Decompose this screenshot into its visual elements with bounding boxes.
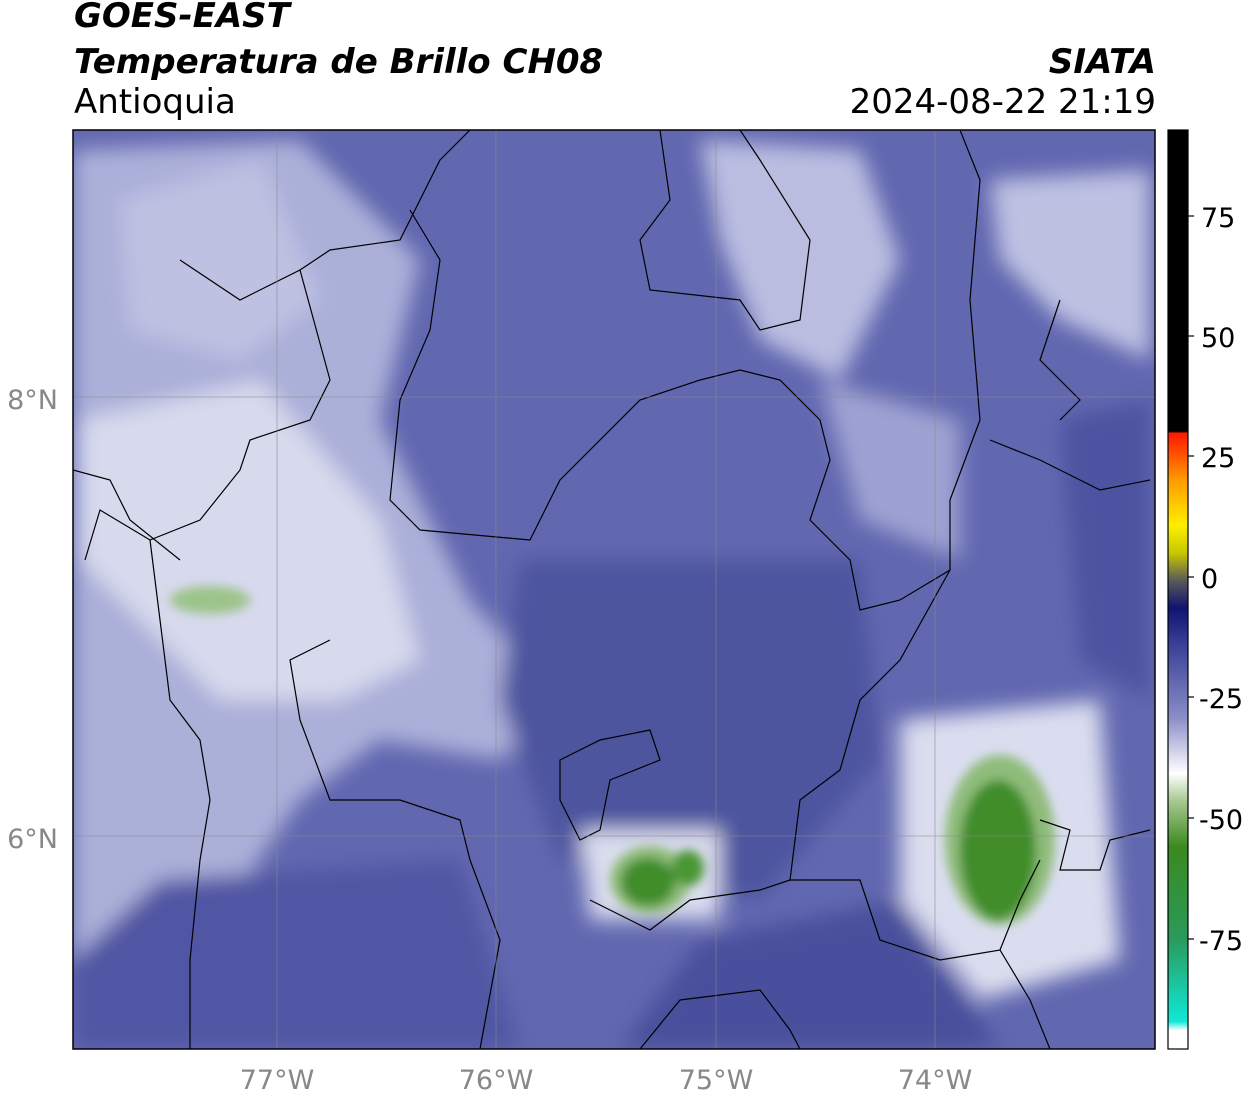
map-frame xyxy=(72,129,1156,1050)
region-label: Antioquia xyxy=(74,82,236,122)
datetime-label: 2024-08-22 21:19 xyxy=(849,82,1156,122)
satellite-title: GOES-EAST xyxy=(74,0,290,36)
lon-label-77w: 77°W xyxy=(240,1065,315,1096)
lat-label-6n: 6°N xyxy=(7,824,58,855)
colorbar-tick-25: 25 xyxy=(1201,443,1235,474)
product-title: Temperatura de Brillo CH08 xyxy=(74,42,604,82)
lon-label-75w: 75°W xyxy=(679,1065,754,1096)
colorbar-tick-0: 0 xyxy=(1201,564,1218,595)
brightness-temperature-field xyxy=(73,130,1155,1049)
colorbar-tick-minus25: -25 xyxy=(1199,684,1243,715)
colorbar-tick-minus75: -75 xyxy=(1199,926,1243,957)
lat-label-8n: 8°N xyxy=(7,385,58,416)
lon-label-74w: 74°W xyxy=(898,1065,973,1096)
colorbar-tick-minus50: -50 xyxy=(1199,805,1243,836)
colorbar-tick-75: 75 xyxy=(1201,203,1235,234)
lon-label-76w: 76°W xyxy=(459,1065,534,1096)
colorbar-tick-50: 50 xyxy=(1201,323,1235,354)
colorbar xyxy=(1167,129,1189,1050)
org-label: SIATA xyxy=(1048,42,1156,82)
